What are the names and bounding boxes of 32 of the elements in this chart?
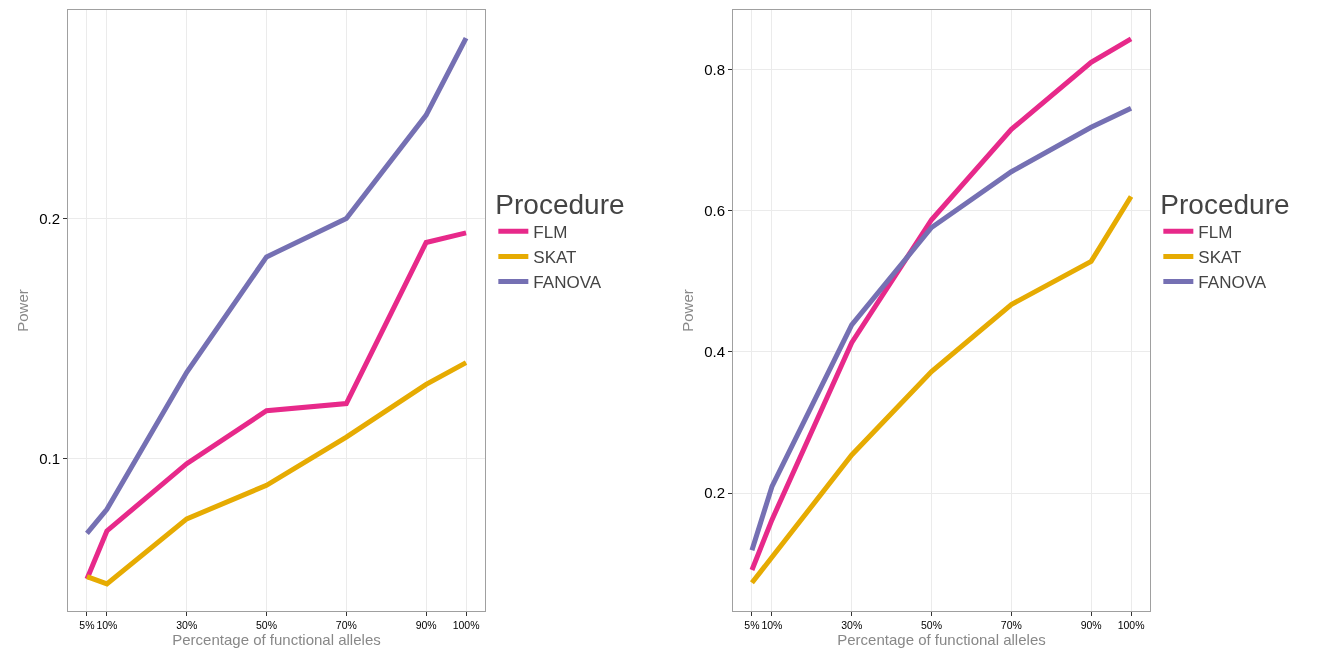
x-tick-label: 70%	[1000, 618, 1022, 631]
x-tick-label: 70%	[335, 618, 357, 631]
x-axis-title: Percentage of functional alleles	[837, 630, 1046, 648]
legend-label: FLM	[1198, 222, 1233, 242]
x-tick-label: 10%	[761, 618, 783, 631]
x-tick-label: 30%	[176, 618, 198, 631]
x-tick-label: 10%	[96, 618, 118, 631]
x-tick-label: 90%	[415, 618, 437, 631]
y-tick-label: 0.2	[39, 209, 60, 227]
y-tick-label: 0.6	[704, 201, 725, 219]
x-tick-label: 30%	[841, 618, 863, 631]
x-tick-label: 100%	[1117, 618, 1145, 631]
legend-label: FLM	[533, 222, 568, 242]
legend-title: Procedure	[495, 188, 625, 220]
y-tick-label: 0.4	[704, 343, 725, 361]
x-tick-label: 100%	[452, 618, 480, 631]
legend-label: FANOVA	[1198, 273, 1267, 293]
x-tick-label: 50%	[921, 618, 943, 631]
x-tick-label: 50%	[256, 618, 278, 631]
legend-title: Procedure	[1160, 188, 1290, 220]
x-tick-label: 90%	[1080, 618, 1102, 631]
y-axis-title: Power	[14, 289, 31, 332]
x-tick-label: 5%	[79, 618, 95, 631]
y-tick-label: 0.8	[704, 60, 725, 78]
legend-label: SKAT	[1198, 248, 1242, 268]
legend-label: FANOVA	[533, 273, 602, 293]
x-axis-title: Percentage of functional alleles	[172, 630, 381, 648]
x-tick-label: 5%	[744, 618, 760, 631]
y-tick-label: 0.2	[704, 484, 725, 502]
y-axis-title: Power	[679, 289, 696, 332]
y-tick-label: 0.1	[39, 450, 60, 468]
legend-label: SKAT	[533, 248, 577, 268]
